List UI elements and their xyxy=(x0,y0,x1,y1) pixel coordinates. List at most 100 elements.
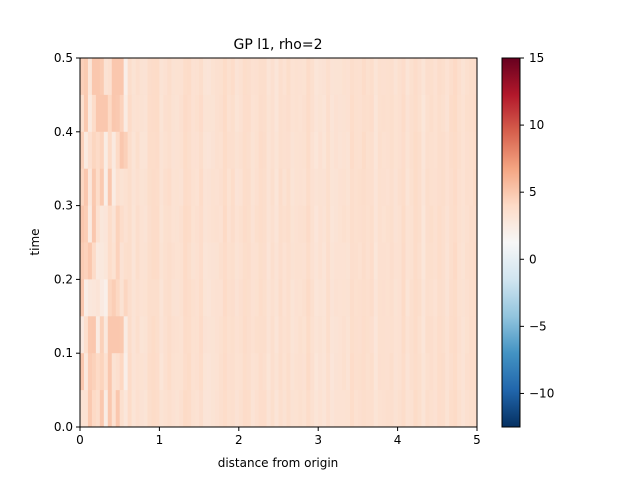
heatmap-cell xyxy=(433,94,438,133)
heatmap-cell xyxy=(99,279,105,317)
heatmap-cell xyxy=(377,390,383,428)
heatmap-cell xyxy=(369,58,375,96)
heatmap-cell xyxy=(99,205,105,243)
heatmap-cell xyxy=(461,316,466,354)
heatmap-cell xyxy=(274,242,279,280)
heatmap-cell xyxy=(119,131,125,170)
heatmap-cell xyxy=(449,353,454,391)
heatmap-cell xyxy=(433,168,438,206)
heatmap-cell xyxy=(318,94,323,133)
heatmap-cell xyxy=(226,353,232,391)
heatmap-cell xyxy=(373,94,379,133)
heatmap-cell xyxy=(302,353,307,391)
heatmap-cell xyxy=(87,353,93,391)
heatmap-cell xyxy=(175,353,180,391)
heatmap-cell xyxy=(171,94,176,133)
heatmap-cell xyxy=(175,205,180,243)
heatmap-cell xyxy=(115,168,121,206)
heatmap-cell xyxy=(469,205,474,243)
heatmap-cell xyxy=(314,94,319,133)
heatmap-cell xyxy=(139,279,144,317)
heatmap-cell xyxy=(167,94,172,133)
heatmap-cell xyxy=(357,353,363,391)
heatmap-cell xyxy=(171,205,176,243)
heatmap-cell xyxy=(425,168,430,206)
heatmap-cell xyxy=(429,353,434,391)
x-tick-label: 5 xyxy=(473,433,481,447)
heatmap-cell xyxy=(282,168,287,206)
heatmap-cell xyxy=(226,205,232,243)
heatmap-cell xyxy=(175,131,180,170)
heatmap-cell xyxy=(270,168,275,206)
heatmap-cell xyxy=(349,205,355,243)
heatmap-cell xyxy=(342,94,347,133)
heatmap-cell xyxy=(167,131,172,170)
heatmap-cell xyxy=(457,316,462,354)
heatmap-cell xyxy=(155,205,160,243)
heatmap-cell xyxy=(234,279,240,317)
heatmap-cell xyxy=(199,353,204,391)
heatmap-cell xyxy=(179,94,184,133)
heatmap-cell xyxy=(203,390,208,428)
heatmap-cell xyxy=(405,353,410,391)
heatmap-cell xyxy=(405,168,410,206)
heatmap-cell xyxy=(278,353,283,391)
heatmap-cell xyxy=(365,168,371,206)
heatmap-cell xyxy=(222,242,228,280)
heatmap-cell xyxy=(437,205,442,243)
heatmap-cell xyxy=(349,353,355,391)
heatmap-cell xyxy=(218,168,224,206)
heatmap-cell xyxy=(286,205,291,243)
heatmap-cell xyxy=(385,242,391,280)
heatmap-cell xyxy=(207,131,212,170)
heatmap-cell xyxy=(298,242,303,280)
heatmap-cell xyxy=(119,205,125,243)
heatmap-cell xyxy=(226,131,232,170)
heatmap-cell xyxy=(207,242,212,280)
heatmap-cell xyxy=(330,168,335,206)
heatmap-cell xyxy=(330,279,335,317)
heatmap-cell xyxy=(294,390,299,428)
heatmap-cell xyxy=(115,279,121,317)
heatmap-cell xyxy=(95,353,101,391)
heatmap-cell xyxy=(298,279,303,317)
heatmap-cell xyxy=(445,168,450,206)
heatmap-cell xyxy=(322,168,327,206)
heatmap-cell xyxy=(425,390,430,428)
heatmap-cell xyxy=(127,353,133,391)
heatmap-cell xyxy=(357,168,363,206)
heatmap-cell xyxy=(103,279,109,317)
heatmap-cell xyxy=(155,94,160,133)
heatmap-cell xyxy=(242,390,248,428)
heatmap-cell xyxy=(294,58,299,96)
heatmap-cell xyxy=(306,353,311,391)
heatmap-cell xyxy=(302,279,307,317)
heatmap-cell xyxy=(421,390,426,428)
heatmap-cell xyxy=(437,279,442,317)
heatmap-cell xyxy=(266,205,271,243)
heatmap-cell xyxy=(87,390,93,428)
heatmap-cell xyxy=(389,94,395,133)
heatmap-cell xyxy=(123,242,129,280)
heatmap-cell xyxy=(250,316,256,354)
heatmap-cell xyxy=(433,242,438,280)
heatmap-cell xyxy=(115,205,121,243)
heatmap-cell xyxy=(294,316,299,354)
heatmap-cell xyxy=(115,58,121,96)
heatmap-cell xyxy=(314,131,319,170)
heatmap-cell xyxy=(457,205,462,243)
heatmap-cell xyxy=(353,390,359,428)
heatmap-cell xyxy=(218,131,224,170)
heatmap-cell xyxy=(143,353,148,391)
heatmap-cell xyxy=(405,131,410,170)
heatmap-cell xyxy=(111,131,117,170)
heatmap-cell xyxy=(246,205,252,243)
heatmap-cell xyxy=(302,316,307,354)
heatmap-cell xyxy=(401,205,406,243)
heatmap-cell xyxy=(234,131,240,170)
heatmap-cell xyxy=(234,316,240,354)
heatmap-cell xyxy=(147,279,152,317)
heatmap-cell xyxy=(282,390,287,428)
heatmap-cell xyxy=(409,131,414,170)
heatmap-cell xyxy=(155,168,160,206)
